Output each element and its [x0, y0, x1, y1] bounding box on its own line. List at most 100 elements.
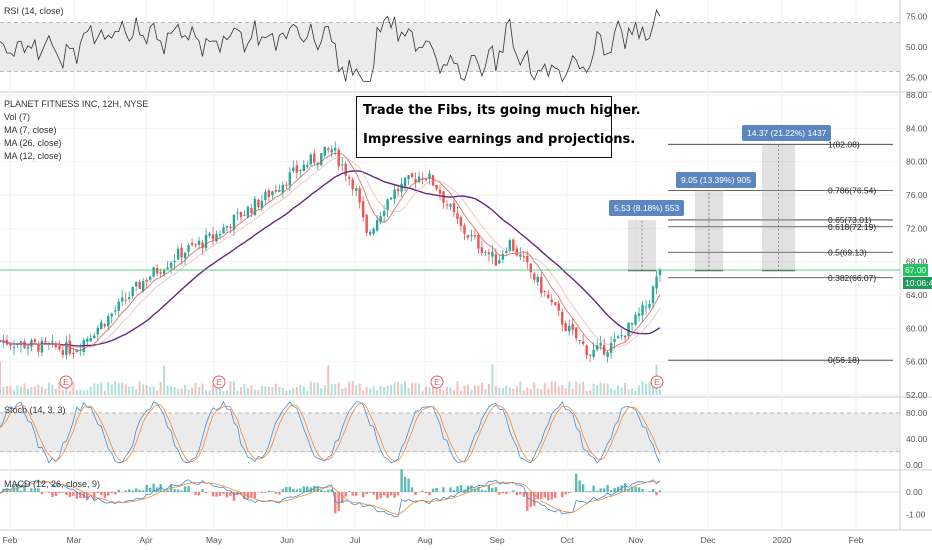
macd-hist-bar [100, 492, 103, 496]
volume-bar [246, 387, 249, 395]
macd-hist-bar [180, 490, 183, 492]
candle-body [449, 204, 452, 207]
macd-hist-bar [386, 492, 389, 498]
macd-hist-bar [424, 492, 428, 494]
macd-hist-bar [554, 492, 557, 499]
volume-bar [421, 390, 424, 395]
candle-body [316, 162, 319, 165]
candle-body [417, 176, 421, 183]
volume-bar [285, 390, 288, 395]
candle-body [33, 339, 37, 343]
ma7-label: MA (7, close) [4, 125, 57, 135]
candle-body [148, 276, 152, 280]
countdown-tag: 10:06:47 [903, 277, 932, 289]
rsi-tick: 50.00 [906, 42, 928, 52]
volume-bar [376, 390, 379, 395]
volume-bar [89, 386, 92, 395]
measure-badge-2[interactable]: 9.05 (13.39%) 905 [676, 172, 756, 188]
volume-bar [456, 381, 459, 395]
annotation-box[interactable]: Trade the Fibs, its going much higher. I… [356, 96, 641, 158]
volume-bar [201, 383, 204, 395]
macd-hist-bar [410, 487, 414, 492]
volume-bar [170, 386, 173, 395]
price-title: PLANET FITNESS INC, 12H, NYSE [4, 99, 149, 109]
macd-hist-bar [407, 478, 410, 492]
macd-hist-bar [148, 487, 152, 492]
candle-body [424, 178, 428, 180]
fib-label: 0.382(66.07) [828, 273, 876, 283]
volume-bar [407, 388, 410, 395]
candle-body [103, 324, 106, 327]
macd-hist-bar [47, 492, 51, 493]
macd-hist-bar [581, 484, 585, 492]
macd-hist-bar [61, 492, 65, 493]
price-tick: 88.00 [906, 90, 928, 100]
macd-hist-bar [592, 485, 595, 492]
volume-bar [599, 382, 602, 395]
candle-body [606, 352, 609, 357]
candle-body [239, 211, 243, 218]
candle-body [155, 267, 159, 274]
volume-bar [519, 381, 522, 395]
macd-hist-bar [382, 492, 386, 496]
volume-bar [383, 386, 386, 395]
candle-body [323, 146, 326, 156]
candle-body [61, 350, 65, 355]
price-tick: 84.00 [906, 123, 928, 133]
volume-bar [232, 381, 235, 395]
candle-body [463, 225, 466, 234]
macd-hist-bar [215, 492, 218, 497]
candle-body [96, 327, 99, 335]
measure-badge-1[interactable]: 5.53 (8.18%) 553 [609, 200, 685, 216]
volume-bar [250, 385, 253, 395]
measure-badge-3[interactable]: 14.37 (21.22%) 1437 [742, 125, 832, 141]
volume-bar [75, 390, 78, 395]
macd-hist-bar [396, 492, 400, 496]
earnings-marker [430, 375, 444, 389]
volume-bar [533, 381, 536, 395]
current-price-tag: 67.00 [903, 264, 929, 276]
volume-bar [550, 381, 553, 395]
macd-hist-bar [267, 490, 271, 492]
macd-hist-bar [313, 485, 316, 492]
macd-label: MACD (12, 26, close, 9) [4, 479, 101, 489]
macd-hist-bar [456, 486, 459, 492]
volume-bar [372, 386, 375, 395]
macd-hist-bar [578, 480, 581, 492]
candle-body [382, 211, 386, 216]
volume-bar [215, 386, 218, 395]
volume-bar [449, 386, 452, 395]
macd-hist-bar [211, 492, 215, 497]
macd-hist-bar [428, 492, 431, 496]
volume-bar [386, 385, 389, 395]
candle-body [609, 343, 613, 353]
volume-bar [68, 390, 71, 395]
candle-body [176, 248, 180, 260]
rsi-tick: 75.00 [906, 11, 928, 21]
macd-hist-bar [288, 486, 292, 492]
candle-body [2, 341, 5, 344]
price-tick: 68.00 [906, 257, 928, 267]
volume-bar [494, 386, 497, 395]
volume-bar [484, 389, 487, 395]
macd-hist-bar [564, 492, 567, 495]
volume-bar [229, 381, 232, 395]
earnings-marker-label: E [434, 377, 440, 387]
candle-body [100, 322, 103, 329]
candle-body [89, 338, 92, 342]
macd-hist-bar [375, 492, 379, 500]
earnings-marker-label: E [63, 377, 69, 387]
macd-hist-bar [543, 492, 546, 498]
macd-hist-bar [512, 490, 515, 492]
macd-signal-line [0, 481, 661, 516]
volume-bar [2, 386, 5, 395]
volume-bar [93, 383, 96, 395]
macd-hist-bar [260, 492, 264, 493]
macd-hist-bar [110, 492, 113, 494]
volume-bar [257, 389, 260, 395]
volume-bar [236, 390, 239, 395]
candle-body [131, 287, 134, 297]
macd-hist-bar [197, 492, 201, 496]
candle-body [595, 345, 599, 350]
macd-hist-bar [414, 492, 417, 495]
